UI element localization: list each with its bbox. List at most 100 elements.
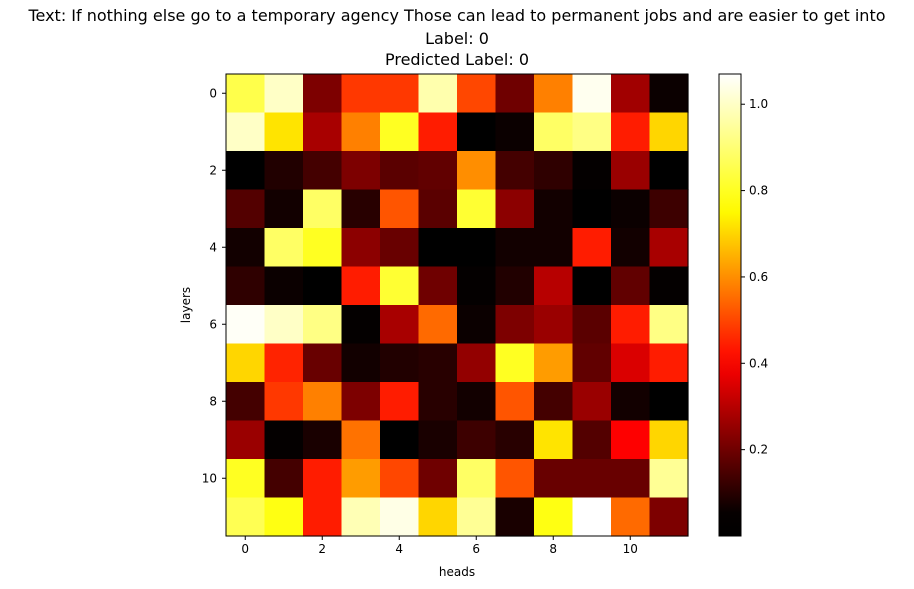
heatmap-cell-3-4 [380,189,420,229]
y-tick-label: 6 [209,317,217,331]
heatmap-cell-9-7 [495,420,535,460]
y-tick-label: 2 [209,163,217,177]
colorbar-ticks: 0.2 0.4 0.6 0.8 1.0 [741,97,768,457]
heatmap-cell-9-2 [303,420,343,460]
heatmap-cell-2-11 [649,151,689,191]
heatmap-cell-6-8 [534,305,574,345]
heatmap-cell-1-8 [534,112,574,152]
heatmap-cells [226,74,689,537]
heatmap-cell-8-8 [534,382,574,422]
heatmap-cell-3-7 [495,189,535,229]
heatmap-cell-4-2 [303,228,343,268]
heatmap-cell-6-2 [303,305,343,345]
heatmap-cell-9-3 [341,420,381,460]
heatmap-cell-7-11 [649,343,689,383]
heatmap-cell-11-3 [341,497,381,537]
heatmap-cell-6-6 [457,305,497,345]
heatmap-cell-9-8 [534,420,574,460]
colorbar-tick-label: 0.2 [749,443,768,457]
heatmap-cell-2-5 [418,151,458,191]
heatmap-cell-1-3 [341,112,381,152]
heatmap-cell-11-9 [572,497,612,537]
heatmap-cell-6-3 [341,305,381,345]
heatmap-cell-4-10 [611,228,651,268]
heatmap-cell-9-0 [226,420,266,460]
heatmap-cell-5-7 [495,266,535,306]
heatmap-cell-2-7 [495,151,535,191]
heatmap-cell-9-1 [264,420,304,460]
x-tick-label: 2 [318,542,326,556]
heatmap-cell-8-0 [226,382,266,422]
heatmap-cell-11-5 [418,497,458,537]
heatmap-cell-10-2 [303,459,343,499]
heatmap-cell-11-10 [611,497,651,537]
heatmap-cell-1-9 [572,112,612,152]
heatmap-cell-1-6 [457,112,497,152]
heatmap-cell-6-1 [264,305,304,345]
heatmap-cell-9-5 [418,420,458,460]
heatmap-cell-5-5 [418,266,458,306]
heatmap-cell-1-0 [226,112,266,152]
heatmap-cell-6-0 [226,305,266,345]
heatmap-cell-2-6 [457,151,497,191]
heatmap-cell-0-8 [534,74,574,114]
x-tick-label: 0 [241,542,249,556]
heatmap-cell-1-5 [418,112,458,152]
heatmap-cell-0-10 [611,74,651,114]
x-tick-label: 4 [395,542,403,556]
heatmap-cell-1-4 [380,112,420,152]
heatmap-cell-4-8 [534,228,574,268]
heatmap-cell-3-5 [418,189,458,229]
heatmap-cell-5-3 [341,266,381,306]
heatmap-cell-0-6 [457,74,497,114]
heatmap-cell-1-1 [264,112,304,152]
x-axis-label: heads [439,565,475,579]
heatmap-cell-5-2 [303,266,343,306]
heatmap-cell-0-2 [303,74,343,114]
heatmap-cell-9-9 [572,420,612,460]
heatmap-cell-10-7 [495,459,535,499]
heatmap-cell-8-9 [572,382,612,422]
heatmap-cell-1-11 [649,112,689,152]
colorbar-tick-label: 0.4 [749,356,768,370]
heatmap-cell-7-4 [380,343,420,383]
heatmap-cell-11-7 [495,497,535,537]
heatmap-cell-2-2 [303,151,343,191]
colorbar-frame [718,73,742,537]
heatmap-cell-10-3 [341,459,381,499]
heatmap-cell-7-6 [457,343,497,383]
heatmap-cell-11-1 [264,497,304,537]
y-axis-ticks: 0 2 4 6 8 10 [202,86,226,485]
x-tick-label: 8 [549,542,557,556]
heatmap-cell-8-10 [611,382,651,422]
heatmap-cell-7-2 [303,343,343,383]
chart-title-predicted: Predicted Label: 0 [384,50,529,69]
heatmap-cell-6-7 [495,305,535,345]
heatmap-cell-0-3 [341,74,381,114]
heatmap-cell-8-2 [303,382,343,422]
heatmap-cell-3-2 [303,189,343,229]
heatmap-cell-5-1 [264,266,304,306]
heatmap-cell-2-1 [264,151,304,191]
heatmap-cell-4-3 [341,228,381,268]
heatmap-cell-10-8 [534,459,574,499]
colorbar-tick-label: 0.6 [749,270,768,284]
heatmap-cell-5-9 [572,266,612,306]
heatmap-cell-4-0 [226,228,266,268]
heatmap-cell-4-5 [418,228,458,268]
heatmap-cell-6-10 [611,305,651,345]
heatmap-cell-2-3 [341,151,381,191]
heatmap-cell-9-10 [611,420,651,460]
heatmap-cell-8-5 [418,382,458,422]
heatmap-cell-4-4 [380,228,420,268]
y-axis-label: layers [179,287,193,323]
heatmap-cell-5-0 [226,266,266,306]
heatmap-cell-10-5 [418,459,458,499]
heatmap-cell-2-8 [534,151,574,191]
heatmap-cell-9-6 [457,420,497,460]
heatmap-cell-8-1 [264,382,304,422]
heatmap-cell-7-3 [341,343,381,383]
heatmap-cell-3-0 [226,189,266,229]
heatmap-cell-3-10 [611,189,651,229]
heatmap-cell-11-6 [457,497,497,537]
